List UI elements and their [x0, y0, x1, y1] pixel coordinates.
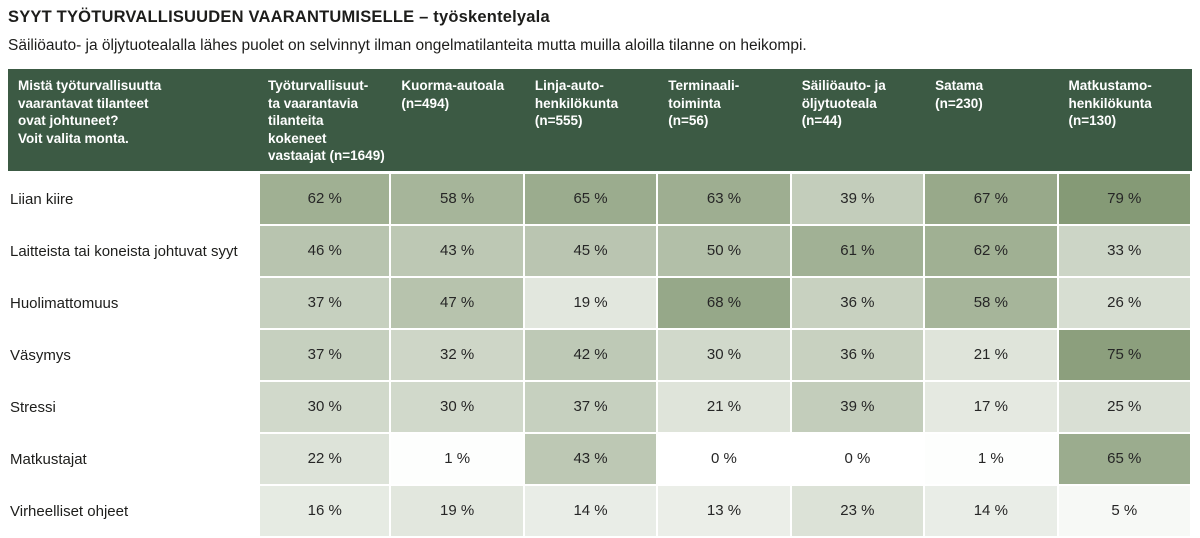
value-cell: 30 %: [258, 381, 392, 434]
row-label: Laitteista tai koneista johtuvat syyt: [8, 225, 258, 278]
value-cell: 79 %: [1058, 173, 1192, 226]
question-header: Mistä työturvallisuutta vaarantavat tila…: [8, 69, 258, 174]
value-cell: 65 %: [524, 173, 659, 226]
row-label: Virheelliset ohjeet: [8, 485, 258, 538]
value-cell: 43 %: [391, 225, 525, 278]
value-cell: 62 %: [925, 225, 1059, 278]
value-cell: 5 %: [1058, 485, 1192, 538]
value-cell: 21 %: [658, 381, 792, 434]
value-cell: 37 %: [258, 329, 392, 382]
value-cell: 50 %: [658, 225, 792, 278]
value-cell: 0 %: [658, 433, 792, 486]
value-cell: 67 %: [925, 173, 1059, 226]
value-cell: 47 %: [391, 277, 525, 330]
row-label: Väsymys: [8, 329, 258, 382]
value-cell: 37 %: [524, 381, 659, 434]
table-body: Liian kiire 62 % 58 % 65 % 63 % 39 % 67 % 79 % L…: [8, 173, 1192, 538]
value-cell: 42 %: [524, 329, 659, 382]
table-row: Liian kiire 62 % 58 % 65 % 63 % 39 % 67 % 79 %: [8, 173, 1192, 226]
column-header-0: Työturvallisuut- ta vaarantavia tilantei…: [258, 69, 392, 174]
value-cell: 13 %: [658, 485, 792, 538]
table-row: Stressi 30 % 30 % 37 % 21 % 39 % 17 % 25 %: [8, 381, 1192, 434]
value-cell: 1 %: [391, 433, 525, 486]
value-cell: 37 %: [258, 277, 392, 330]
column-header-4: Säiliöauto- ja öljytuoteala (n=44): [791, 69, 926, 174]
value-cell: 58 %: [391, 173, 525, 226]
table-row: Väsymys 37 % 32 % 42 % 30 % 36 % 21 % 75 %: [8, 329, 1192, 382]
column-header-5: Satama (n=230): [925, 69, 1059, 174]
value-cell: 30 %: [658, 329, 792, 382]
table-row: Virheelliset ohjeet 16 % 19 % 14 % 13 % 23 % 1…: [8, 485, 1192, 538]
table-row: Matkustajat 22 % 1 % 43 % 0 % 0 % 1 % 65 %: [8, 433, 1192, 486]
value-cell: 19 %: [524, 277, 659, 330]
value-cell: 75 %: [1058, 329, 1192, 382]
value-cell: 39 %: [791, 173, 926, 226]
value-cell: 0 %: [791, 433, 926, 486]
value-cell: 65 %: [1058, 433, 1192, 486]
value-cell: 39 %: [791, 381, 926, 434]
row-label: Huolimattomuus: [8, 277, 258, 330]
value-cell: 1 %: [925, 433, 1059, 486]
value-cell: 36 %: [791, 329, 926, 382]
row-label: Liian kiire: [8, 173, 258, 226]
value-cell: 14 %: [925, 485, 1059, 538]
value-cell: 36 %: [791, 277, 926, 330]
column-header-3: Terminaali- toiminta (n=56): [658, 69, 792, 174]
header-row: Mistä työturvallisuutta vaarantavat tila…: [8, 69, 1192, 174]
row-label: Stressi: [8, 381, 258, 434]
value-cell: 46 %: [258, 225, 392, 278]
value-cell: 16 %: [258, 485, 392, 538]
column-header-6: Matkustamo- henkilökunta (n=130): [1058, 69, 1192, 174]
value-cell: 45 %: [524, 225, 659, 278]
table-row: Laitteista tai koneista johtuvat syyt 46 …: [8, 225, 1192, 278]
value-cell: 25 %: [1058, 381, 1192, 434]
page-subtitle: Säiliöauto- ja öljytuotealalla lähes puo…: [8, 37, 807, 54]
row-label: Matkustajat: [8, 433, 258, 486]
table-row: Huolimattomuus 37 % 47 % 19 % 68 % 36 % 58 % 26…: [8, 277, 1192, 330]
column-header-1: Kuorma-autoala (n=494): [391, 69, 525, 174]
value-cell: 61 %: [791, 225, 926, 278]
value-cell: 62 %: [258, 173, 392, 226]
column-header-2: Linja-auto- henkilökunta (n=555): [524, 69, 659, 174]
value-cell: 23 %: [791, 485, 926, 538]
page-title: SYYT TYÖTURVALLISUUDEN VAARANTUMISELLE –…: [8, 8, 550, 26]
value-cell: 63 %: [658, 173, 792, 226]
value-cell: 21 %: [925, 329, 1059, 382]
value-cell: 14 %: [524, 485, 659, 538]
value-cell: 32 %: [391, 329, 525, 382]
value-cell: 33 %: [1058, 225, 1192, 278]
value-cell: 30 %: [391, 381, 525, 434]
value-cell: 26 %: [1058, 277, 1192, 330]
heatmap-table: Mistä työturvallisuutta vaarantavat tila…: [8, 69, 1192, 538]
value-cell: 43 %: [524, 433, 659, 486]
value-cell: 19 %: [391, 485, 525, 538]
value-cell: 68 %: [658, 277, 792, 330]
value-cell: 17 %: [925, 381, 1059, 434]
value-cell: 22 %: [258, 433, 392, 486]
value-cell: 58 %: [925, 277, 1059, 330]
